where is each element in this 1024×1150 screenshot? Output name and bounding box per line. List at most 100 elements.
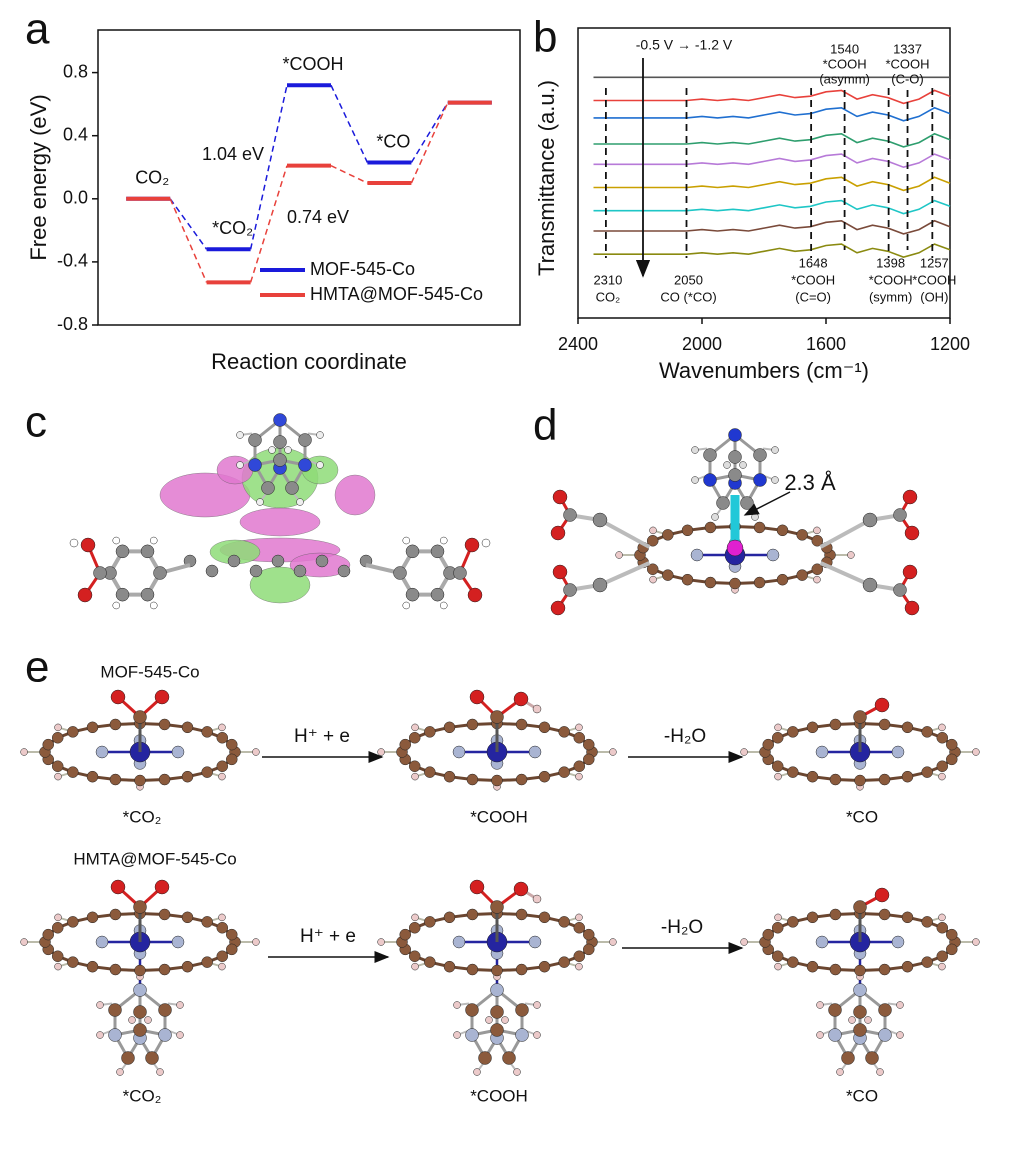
atom — [67, 766, 79, 778]
atom — [771, 732, 784, 744]
atom — [703, 448, 717, 462]
atom — [936, 732, 949, 744]
atom — [853, 1023, 867, 1037]
step-label: H⁺ + e — [294, 726, 350, 747]
atom — [538, 911, 551, 924]
atom — [201, 766, 213, 778]
atom — [205, 564, 219, 578]
y-tick-label: -0.8 — [57, 314, 88, 334]
atom — [891, 935, 905, 949]
atom — [261, 481, 275, 495]
atom — [273, 413, 287, 427]
atom — [424, 766, 436, 778]
atom — [293, 564, 307, 578]
atom — [466, 908, 479, 921]
atom — [806, 911, 819, 924]
atom — [972, 748, 980, 756]
atom — [854, 964, 866, 977]
atom — [771, 922, 784, 934]
atom — [405, 587, 420, 602]
panel-label: b — [533, 13, 557, 62]
atom — [558, 916, 570, 928]
atom — [490, 900, 504, 914]
atom — [583, 753, 595, 766]
atom — [216, 950, 229, 962]
atom — [478, 1051, 492, 1065]
atom — [453, 566, 467, 580]
isosurface — [334, 474, 376, 516]
atom — [681, 524, 694, 537]
bond — [819, 518, 871, 549]
atom — [558, 956, 570, 968]
atom — [583, 738, 595, 751]
atom — [573, 760, 586, 772]
atom — [377, 938, 385, 946]
atom — [558, 726, 570, 738]
atom — [226, 943, 238, 956]
atom — [171, 745, 185, 759]
atom — [878, 1003, 892, 1017]
spectrum-trace — [593, 106, 951, 122]
atom — [236, 431, 244, 439]
atom — [946, 753, 958, 766]
atom — [181, 960, 194, 973]
step-label: CO₂ — [135, 168, 169, 188]
atom — [408, 950, 421, 962]
atom — [248, 433, 262, 447]
atom — [615, 551, 623, 559]
atom — [528, 745, 542, 759]
atom — [218, 723, 226, 732]
isosurface — [216, 455, 254, 485]
atom — [853, 900, 867, 914]
atom — [728, 428, 742, 442]
atom — [377, 748, 385, 756]
peak-label: (OH) — [920, 289, 948, 304]
atom — [150, 601, 158, 610]
panel-label: e — [25, 643, 49, 692]
atom — [751, 513, 759, 521]
atom — [515, 963, 528, 976]
atom — [836, 1068, 844, 1076]
atom — [491, 964, 503, 977]
atom — [133, 1023, 147, 1037]
atom — [466, 718, 479, 731]
atom — [51, 732, 64, 744]
atom — [465, 1003, 479, 1017]
atom — [296, 498, 304, 506]
atom — [158, 718, 171, 731]
atom — [865, 1051, 879, 1065]
state-label: *CO — [846, 1086, 878, 1105]
atom — [921, 956, 933, 968]
step-label: H⁺ + e — [300, 926, 356, 947]
atom — [20, 748, 28, 756]
atom — [813, 575, 821, 584]
peak-label: 2310 — [593, 272, 622, 287]
atom — [411, 913, 419, 922]
peak-label: (C-O) — [891, 71, 924, 86]
atom — [921, 766, 933, 778]
atom — [739, 461, 747, 469]
atom — [121, 1051, 135, 1065]
atom — [740, 748, 748, 756]
atom — [86, 960, 99, 973]
atom — [69, 538, 79, 548]
peak-label: CO₂ — [596, 289, 621, 304]
atom — [109, 963, 122, 976]
atom — [901, 911, 914, 924]
atom — [936, 760, 949, 772]
atom — [816, 1001, 824, 1009]
atom — [128, 1016, 136, 1024]
atom — [806, 770, 819, 783]
atom — [515, 718, 528, 731]
atom — [298, 458, 312, 472]
atom — [134, 964, 146, 977]
atom — [972, 938, 980, 946]
atom — [271, 554, 285, 568]
atom — [67, 726, 79, 738]
atom — [828, 1028, 842, 1042]
atom — [473, 1068, 481, 1076]
atom — [938, 723, 946, 732]
legend-label: HMTA@MOF-545-Co — [310, 284, 483, 304]
atom — [774, 723, 782, 732]
bond — [819, 561, 871, 587]
